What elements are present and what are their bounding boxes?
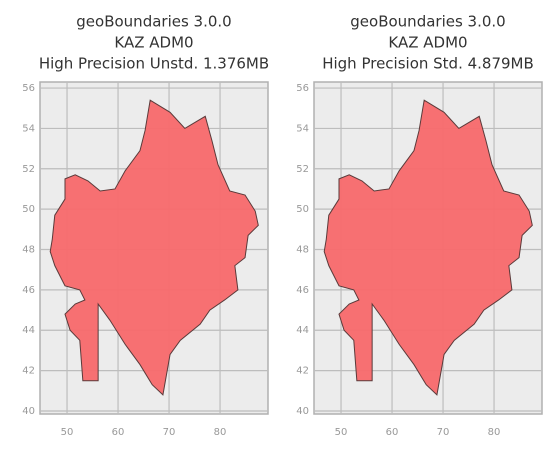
x-tick-label: 80 <box>214 427 227 438</box>
panel-title: High Precision Std. 4.879MB <box>322 55 534 73</box>
panel-title: KAZ ADM0 <box>114 34 193 52</box>
y-tick-label: 42 <box>22 366 35 377</box>
y-tick-label: 46 <box>296 285 309 296</box>
country-shape <box>323 99 533 396</box>
y-tick-label: 56 <box>22 83 35 94</box>
y-tick-label: 52 <box>296 164 309 175</box>
y-tick-label: 48 <box>296 245 309 256</box>
y-tick-label: 40 <box>22 406 35 417</box>
country-shape <box>49 99 259 396</box>
y-tick-label: 46 <box>22 285 35 296</box>
x-tick-label: 50 <box>61 427 74 438</box>
y-tick-label: 44 <box>296 325 309 336</box>
x-tick-label: 60 <box>386 427 399 438</box>
y-tick-label: 54 <box>296 123 309 134</box>
x-tick-label: 60 <box>112 427 125 438</box>
x-tick-label: 70 <box>437 427 450 438</box>
x-tick-label: 50 <box>335 427 348 438</box>
x-tick-label: 80 <box>488 427 501 438</box>
y-tick-label: 44 <box>22 325 35 336</box>
y-tick-label: 50 <box>22 204 35 215</box>
y-tick-label: 42 <box>296 366 309 377</box>
y-tick-label: 54 <box>22 123 35 134</box>
y-tick-label: 56 <box>296 83 309 94</box>
panel-title: geoBoundaries 3.0.0 <box>76 13 231 31</box>
y-tick-label: 52 <box>22 164 35 175</box>
y-tick-label: 40 <box>296 406 309 417</box>
panel-title: KAZ ADM0 <box>388 34 467 52</box>
y-tick-label: 48 <box>22 245 35 256</box>
panel-title: High Precision Unstd. 1.376MB <box>39 55 269 73</box>
x-tick-label: 70 <box>163 427 176 438</box>
y-tick-label: 50 <box>296 204 309 215</box>
panel-title: geoBoundaries 3.0.0 <box>350 13 505 31</box>
